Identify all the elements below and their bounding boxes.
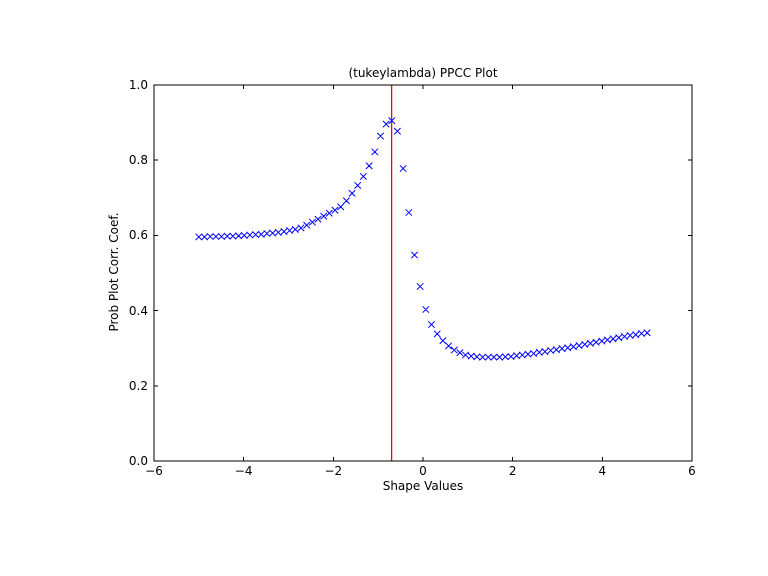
x-tick-label: 0 <box>419 464 427 478</box>
x-tick-label: 4 <box>598 464 607 478</box>
x-tick-label: −6 <box>145 464 163 478</box>
y-tick-label: 0.6 <box>128 228 148 243</box>
x-axis-label: Shape Values <box>382 479 464 493</box>
data-markers <box>195 117 651 361</box>
y-tick-label: 0.2 <box>128 378 148 393</box>
x-tick-label: 2 <box>508 464 517 478</box>
y-tick-label: 0.8 <box>128 153 148 168</box>
plot-title: (tukeylambda) PPCC Plot <box>348 66 498 80</box>
plot-border <box>153 84 693 462</box>
y-axis-label: Prob Plot Corr. Coef. <box>107 212 121 332</box>
x-tick-label: −4 <box>234 464 253 478</box>
y-tick-label: 0.0 <box>128 454 148 468</box>
y-tick-label: 1.0 <box>128 78 148 92</box>
x-tick-label: −2 <box>324 464 343 478</box>
y-tick-label: 0.4 <box>128 303 148 318</box>
x-tick-label: 6 <box>688 464 696 478</box>
